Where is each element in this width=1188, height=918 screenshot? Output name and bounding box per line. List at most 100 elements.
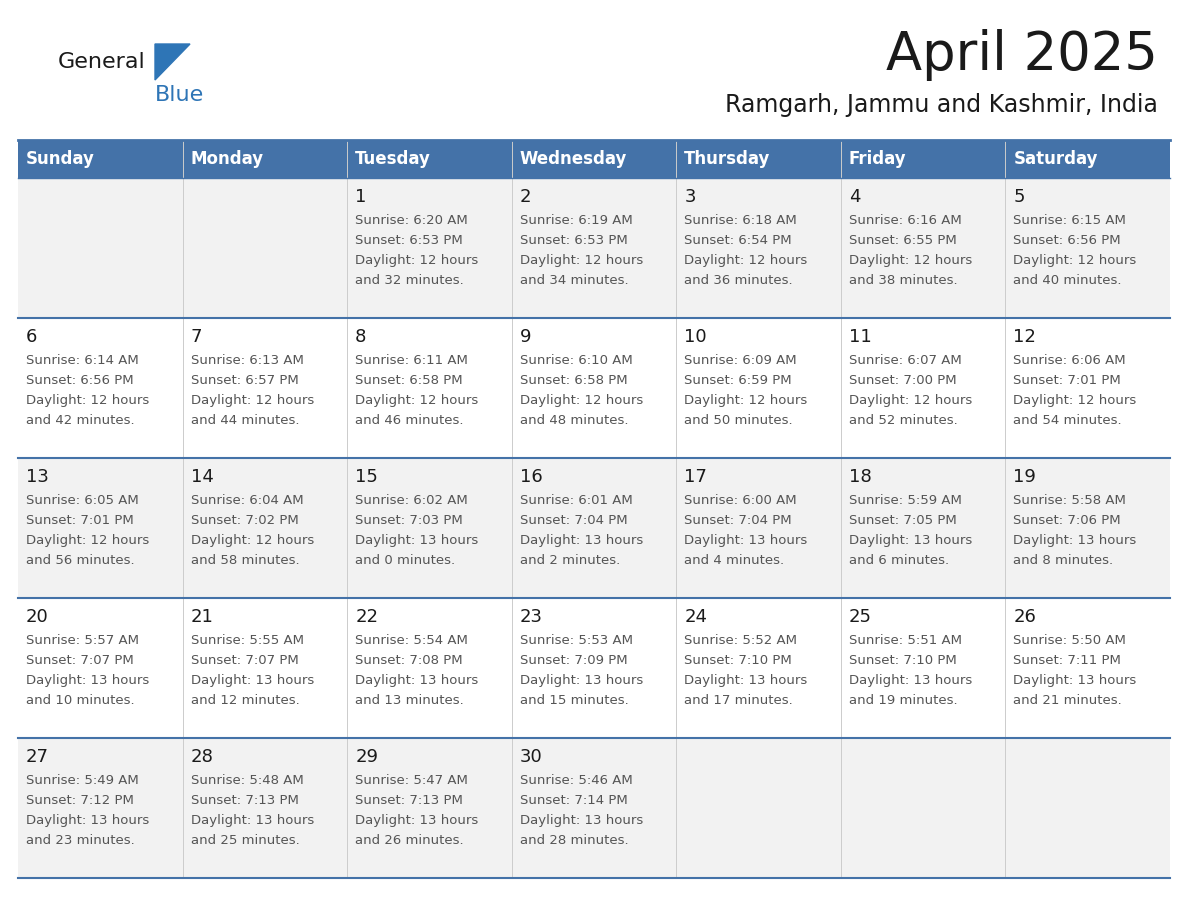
- Text: and 23 minutes.: and 23 minutes.: [26, 834, 134, 847]
- Text: Sunset: 7:05 PM: Sunset: 7:05 PM: [849, 514, 956, 527]
- Text: Sunrise: 6:13 AM: Sunrise: 6:13 AM: [190, 354, 303, 367]
- Text: Daylight: 13 hours: Daylight: 13 hours: [355, 814, 479, 827]
- Text: Tuesday: Tuesday: [355, 150, 431, 168]
- Text: Sunrise: 5:53 AM: Sunrise: 5:53 AM: [519, 634, 633, 647]
- Text: Daylight: 13 hours: Daylight: 13 hours: [190, 814, 314, 827]
- Text: General: General: [58, 52, 146, 72]
- Text: Daylight: 13 hours: Daylight: 13 hours: [190, 674, 314, 687]
- Bar: [183, 140, 347, 178]
- Text: Daylight: 12 hours: Daylight: 12 hours: [190, 534, 314, 547]
- Bar: [676, 140, 841, 178]
- Text: Sunrise: 6:01 AM: Sunrise: 6:01 AM: [519, 494, 632, 507]
- Text: Daylight: 12 hours: Daylight: 12 hours: [519, 394, 643, 407]
- Text: 18: 18: [849, 468, 872, 486]
- Text: 19: 19: [1013, 468, 1036, 486]
- Text: Sunset: 7:13 PM: Sunset: 7:13 PM: [190, 794, 298, 807]
- Bar: [512, 140, 676, 178]
- Text: Daylight: 12 hours: Daylight: 12 hours: [849, 254, 972, 267]
- Text: and 17 minutes.: and 17 minutes.: [684, 694, 794, 707]
- Text: Sunrise: 5:50 AM: Sunrise: 5:50 AM: [1013, 634, 1126, 647]
- Text: and 6 minutes.: and 6 minutes.: [849, 554, 949, 567]
- Text: Sunrise: 5:57 AM: Sunrise: 5:57 AM: [26, 634, 139, 647]
- Text: Sunset: 7:10 PM: Sunset: 7:10 PM: [849, 654, 956, 667]
- Text: April 2025: April 2025: [886, 29, 1158, 81]
- Text: Sunset: 7:04 PM: Sunset: 7:04 PM: [519, 514, 627, 527]
- Text: and 38 minutes.: and 38 minutes.: [849, 274, 958, 287]
- Text: Sunday: Sunday: [26, 150, 95, 168]
- Text: Sunrise: 6:00 AM: Sunrise: 6:00 AM: [684, 494, 797, 507]
- Text: Sunset: 7:02 PM: Sunset: 7:02 PM: [190, 514, 298, 527]
- Text: 6: 6: [26, 328, 37, 346]
- Text: 29: 29: [355, 748, 378, 766]
- Text: Sunset: 7:12 PM: Sunset: 7:12 PM: [26, 794, 134, 807]
- Text: Daylight: 12 hours: Daylight: 12 hours: [26, 534, 150, 547]
- Text: Thursday: Thursday: [684, 150, 771, 168]
- Text: and 46 minutes.: and 46 minutes.: [355, 414, 463, 427]
- Text: Sunrise: 6:15 AM: Sunrise: 6:15 AM: [1013, 214, 1126, 227]
- Text: Ramgarh, Jammu and Kashmir, India: Ramgarh, Jammu and Kashmir, India: [725, 93, 1158, 117]
- Text: Sunset: 7:01 PM: Sunset: 7:01 PM: [26, 514, 134, 527]
- Text: 23: 23: [519, 608, 543, 626]
- Text: Sunrise: 5:49 AM: Sunrise: 5:49 AM: [26, 774, 139, 787]
- Text: 4: 4: [849, 188, 860, 206]
- Text: Sunset: 6:55 PM: Sunset: 6:55 PM: [849, 234, 956, 247]
- Text: Sunset: 6:58 PM: Sunset: 6:58 PM: [355, 374, 463, 387]
- Text: Sunrise: 5:48 AM: Sunrise: 5:48 AM: [190, 774, 303, 787]
- Text: and 50 minutes.: and 50 minutes.: [684, 414, 792, 427]
- Text: 20: 20: [26, 608, 49, 626]
- Text: and 40 minutes.: and 40 minutes.: [1013, 274, 1121, 287]
- Text: 1: 1: [355, 188, 367, 206]
- Text: 25: 25: [849, 608, 872, 626]
- Text: Monday: Monday: [190, 150, 264, 168]
- Text: Daylight: 13 hours: Daylight: 13 hours: [519, 534, 643, 547]
- Bar: [18, 458, 1170, 598]
- Text: Sunrise: 5:47 AM: Sunrise: 5:47 AM: [355, 774, 468, 787]
- Text: Sunset: 7:14 PM: Sunset: 7:14 PM: [519, 794, 627, 807]
- Text: Daylight: 12 hours: Daylight: 12 hours: [355, 254, 479, 267]
- Text: and 13 minutes.: and 13 minutes.: [355, 694, 463, 707]
- Text: 5: 5: [1013, 188, 1025, 206]
- Text: Daylight: 12 hours: Daylight: 12 hours: [684, 254, 808, 267]
- Text: Sunset: 7:09 PM: Sunset: 7:09 PM: [519, 654, 627, 667]
- Text: and 58 minutes.: and 58 minutes.: [190, 554, 299, 567]
- Text: Sunrise: 5:51 AM: Sunrise: 5:51 AM: [849, 634, 962, 647]
- Text: 24: 24: [684, 608, 707, 626]
- Text: Sunrise: 6:06 AM: Sunrise: 6:06 AM: [1013, 354, 1126, 367]
- Text: 30: 30: [519, 748, 543, 766]
- Bar: [841, 140, 1005, 178]
- Text: 16: 16: [519, 468, 543, 486]
- Text: Sunrise: 6:11 AM: Sunrise: 6:11 AM: [355, 354, 468, 367]
- Text: Sunset: 6:58 PM: Sunset: 6:58 PM: [519, 374, 627, 387]
- Text: Sunrise: 6:20 AM: Sunrise: 6:20 AM: [355, 214, 468, 227]
- Text: Daylight: 13 hours: Daylight: 13 hours: [1013, 674, 1137, 687]
- Text: 21: 21: [190, 608, 214, 626]
- Text: Wednesday: Wednesday: [519, 150, 627, 168]
- Text: Sunrise: 6:02 AM: Sunrise: 6:02 AM: [355, 494, 468, 507]
- Bar: [18, 178, 1170, 318]
- Bar: [18, 140, 183, 178]
- Text: 14: 14: [190, 468, 214, 486]
- Text: 10: 10: [684, 328, 707, 346]
- Text: and 34 minutes.: and 34 minutes.: [519, 274, 628, 287]
- Text: Sunrise: 6:19 AM: Sunrise: 6:19 AM: [519, 214, 632, 227]
- Text: 2: 2: [519, 188, 531, 206]
- Text: Sunrise: 6:10 AM: Sunrise: 6:10 AM: [519, 354, 632, 367]
- Text: Daylight: 13 hours: Daylight: 13 hours: [519, 674, 643, 687]
- Text: Daylight: 12 hours: Daylight: 12 hours: [355, 394, 479, 407]
- Text: and 10 minutes.: and 10 minutes.: [26, 694, 134, 707]
- Text: Sunset: 7:10 PM: Sunset: 7:10 PM: [684, 654, 792, 667]
- Text: Daylight: 13 hours: Daylight: 13 hours: [519, 814, 643, 827]
- Text: 15: 15: [355, 468, 378, 486]
- Text: Sunset: 6:57 PM: Sunset: 6:57 PM: [190, 374, 298, 387]
- Text: and 44 minutes.: and 44 minutes.: [190, 414, 299, 427]
- Text: 17: 17: [684, 468, 707, 486]
- Bar: [18, 598, 1170, 738]
- Text: Daylight: 12 hours: Daylight: 12 hours: [190, 394, 314, 407]
- Text: Sunrise: 6:05 AM: Sunrise: 6:05 AM: [26, 494, 139, 507]
- Text: Sunset: 7:08 PM: Sunset: 7:08 PM: [355, 654, 463, 667]
- Text: Sunset: 7:11 PM: Sunset: 7:11 PM: [1013, 654, 1121, 667]
- Text: Daylight: 13 hours: Daylight: 13 hours: [355, 534, 479, 547]
- Text: Sunrise: 5:46 AM: Sunrise: 5:46 AM: [519, 774, 632, 787]
- Text: and 54 minutes.: and 54 minutes.: [1013, 414, 1121, 427]
- Bar: [18, 318, 1170, 458]
